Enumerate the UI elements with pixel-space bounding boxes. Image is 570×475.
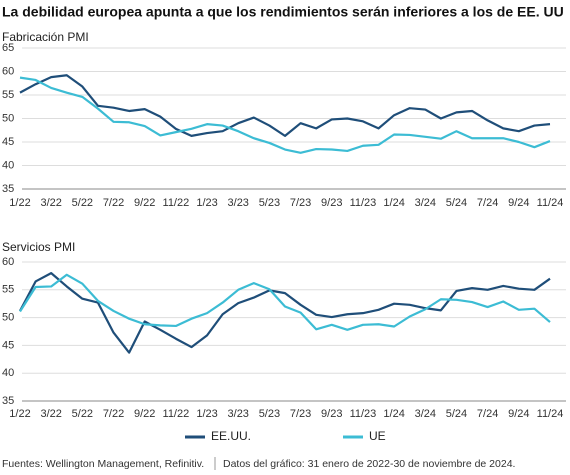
x-tick-label: 1/22 xyxy=(9,408,30,420)
y-tick-label: 45 xyxy=(2,339,14,351)
x-tick-label: 7/24 xyxy=(477,197,498,209)
y-tick-label: 45 xyxy=(2,136,14,148)
y-tick-label: 60 xyxy=(2,65,14,77)
x-tick-label: 5/22 xyxy=(72,408,93,420)
x-tick-label: 3/24 xyxy=(415,408,436,420)
x-tick-label: 5/23 xyxy=(259,408,280,420)
x-tick-label: 9/22 xyxy=(134,408,155,420)
y-tick-label: 60 xyxy=(2,256,14,268)
x-tick-label: 5/24 xyxy=(446,408,467,420)
x-tick-label: 1/24 xyxy=(383,408,404,420)
legend-label: EE.UU. xyxy=(211,429,251,443)
panel-title: Fabricación PMI xyxy=(2,30,89,44)
x-tick-label: 9/23 xyxy=(321,197,342,209)
panel-title: Servicios PMI xyxy=(2,240,75,254)
series-line xyxy=(19,76,551,154)
x-tick-label: 7/22 xyxy=(103,197,124,209)
x-tick-label: 1/23 xyxy=(196,197,217,209)
x-tick-label: 5/23 xyxy=(259,197,280,209)
x-tick-label: 11/22 xyxy=(163,408,190,420)
x-tick-label: 7/24 xyxy=(477,408,498,420)
y-tick-label: 40 xyxy=(2,367,14,379)
x-tick-label: 9/23 xyxy=(321,408,342,420)
y-tick-label: 50 xyxy=(2,312,14,324)
x-tick-label: 7/23 xyxy=(290,408,311,420)
series-line xyxy=(19,74,551,137)
legend-label: UE xyxy=(369,429,386,443)
x-tick-label: 3/23 xyxy=(228,197,249,209)
data-note: Datos del gráfico: 31 enero de 2022-30 d… xyxy=(223,458,515,470)
y-tick-label: 40 xyxy=(2,159,14,171)
x-tick-label: 9/24 xyxy=(508,197,529,209)
y-tick-label: 35 xyxy=(2,395,14,407)
legend: EE.UU. UE xyxy=(185,429,386,443)
y-tick-label: 50 xyxy=(2,112,14,124)
series-line xyxy=(19,272,551,354)
y-tick-label: 65 xyxy=(2,42,14,54)
x-tick-label: 1/24 xyxy=(383,197,404,209)
x-tick-label: 3/22 xyxy=(40,408,61,420)
x-tick-label: 1/22 xyxy=(9,197,30,209)
x-tick-label: 11/23 xyxy=(350,408,377,420)
source: Fuentes: Wellington Management, Refiniti… xyxy=(2,458,204,470)
x-tick-label: 5/24 xyxy=(446,197,467,209)
x-tick-label: 11/24 xyxy=(537,408,564,420)
x-tick-label: 3/22 xyxy=(40,197,61,209)
x-tick-label: 3/23 xyxy=(228,408,249,420)
y-tick-label: 55 xyxy=(2,284,14,296)
y-tick-label: 55 xyxy=(2,89,14,101)
x-tick-label: 11/22 xyxy=(163,197,190,209)
y-tick-label: 35 xyxy=(2,183,14,195)
x-tick-label: 5/22 xyxy=(72,197,93,209)
x-tick-label: 1/23 xyxy=(196,408,217,420)
x-tick-label: 11/24 xyxy=(537,197,564,209)
series-line xyxy=(19,273,551,331)
x-tick-label: 9/22 xyxy=(134,197,155,209)
x-tick-label: 11/23 xyxy=(350,197,377,209)
x-tick-label: 9/24 xyxy=(508,408,529,420)
x-tick-label: 7/23 xyxy=(290,197,311,209)
chart-title: La debilidad europea apunta a que los re… xyxy=(2,4,564,20)
x-tick-label: 7/22 xyxy=(103,408,124,420)
x-tick-label: 3/24 xyxy=(415,197,436,209)
